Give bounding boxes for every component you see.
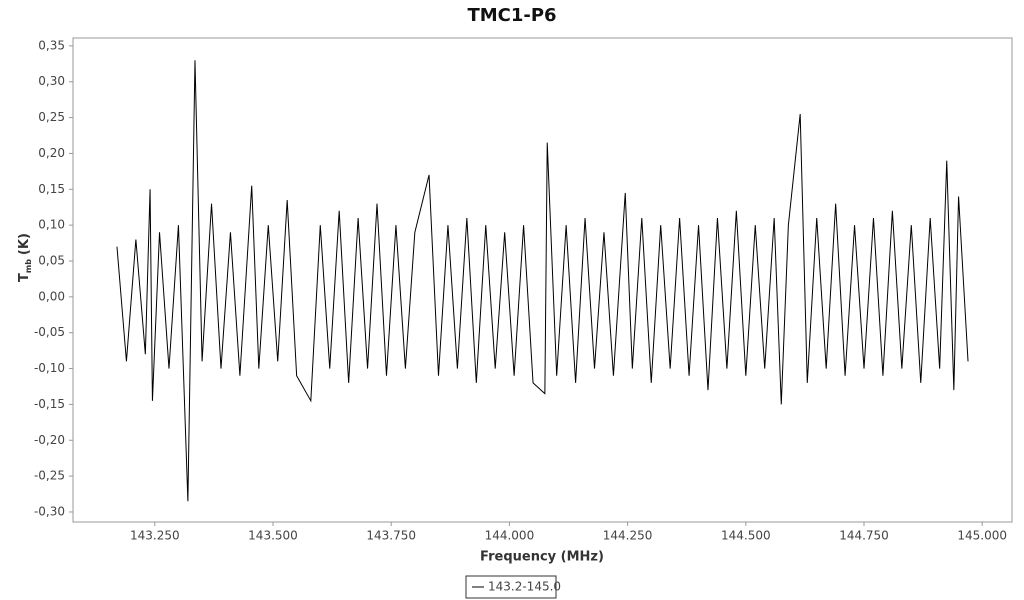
y-tick-label: 0,30 xyxy=(38,74,65,88)
plot-frame xyxy=(72,37,1013,523)
y-axis-label-main: Tmb (K) xyxy=(17,233,33,282)
y-tick-label: 0,15 xyxy=(38,182,65,196)
legend-box xyxy=(465,575,557,599)
x-tick-label: 143.500 xyxy=(248,529,298,543)
y-label-t: T xyxy=(17,273,32,282)
spectrum-line xyxy=(116,60,969,502)
x-axis-label: Frequency (MHz) xyxy=(480,550,604,565)
y-tick-label: 0,25 xyxy=(38,110,65,124)
y-tick-label: -0,25 xyxy=(34,469,65,483)
y-tick-label: 0,05 xyxy=(38,253,65,267)
legend-label: 143.2-145.0 xyxy=(488,580,561,594)
y-tick-label: -0,05 xyxy=(34,325,65,339)
x-tick-label: 144.000 xyxy=(485,529,535,543)
x-tick-label: 144.500 xyxy=(721,529,771,543)
y-tick-label: -0,30 xyxy=(34,504,65,518)
y-tick-label: 0,10 xyxy=(38,218,65,232)
y-axis-label: Tmb (K) xyxy=(17,233,33,282)
y-tick-label: -0,15 xyxy=(34,397,65,411)
chart-title: TMC1-P6 xyxy=(467,5,556,26)
y-tick-label: 0,20 xyxy=(38,146,65,160)
x-tick-label: 145.000 xyxy=(957,529,1007,543)
y-label-unit: (K) xyxy=(17,233,32,255)
y-tick-label: -0,20 xyxy=(34,433,65,447)
x-tick-label: 143.750 xyxy=(366,529,416,543)
y-tick-label: 0,35 xyxy=(38,38,65,52)
x-tick-label: 144.250 xyxy=(603,529,653,543)
x-tick-label: 144.750 xyxy=(839,529,889,543)
y-tick-label: 0,00 xyxy=(38,289,65,303)
x-tick-label: 143.250 xyxy=(130,529,180,543)
y-tick-label: -0,10 xyxy=(34,361,65,375)
y-label-sub: mb xyxy=(24,259,33,273)
